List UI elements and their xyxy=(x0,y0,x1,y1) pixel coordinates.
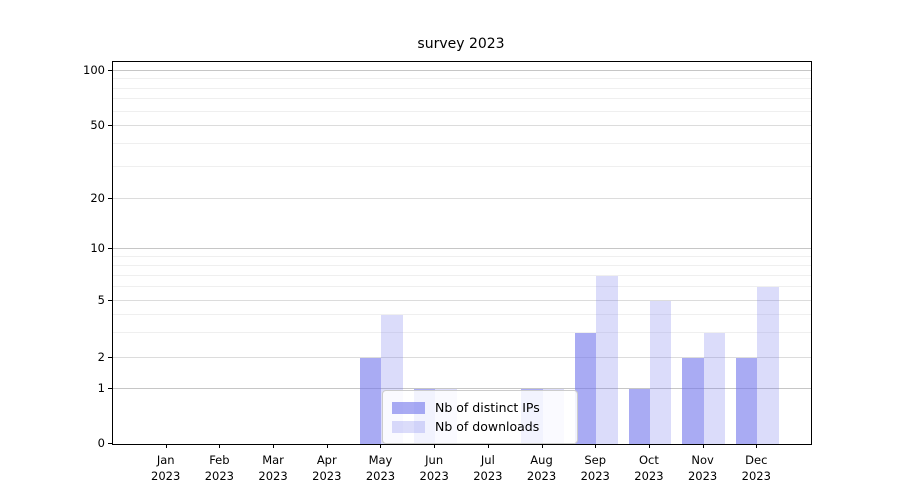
gridline-y-70 xyxy=(113,98,811,100)
xtick-mark-may xyxy=(380,444,382,448)
xtick-label-jun: Jun 2023 xyxy=(419,453,449,483)
legend: Nb of distinct IPs Nb of downloads xyxy=(382,390,578,444)
gridline-y-8 xyxy=(113,264,811,266)
ytick-mark-100 xyxy=(108,70,112,71)
ytick-label-20: 20 xyxy=(90,191,105,205)
bar-downloads-oct xyxy=(649,301,672,444)
gridline-y-30 xyxy=(113,165,811,167)
xtick-label-jan: Jan 2023 xyxy=(151,453,181,483)
gridline-y-2 xyxy=(113,357,811,358)
gridline-y-20 xyxy=(113,198,811,199)
gridline-y-10 xyxy=(113,248,811,249)
bar-distinct-ips-oct xyxy=(628,389,650,444)
ytick-mark-50 xyxy=(108,125,112,126)
xtick-mark-mar xyxy=(273,444,275,448)
ytick-label-100: 100 xyxy=(83,63,105,77)
xtick-mark-dec xyxy=(756,444,758,448)
ytick-label-0: 0 xyxy=(97,436,105,450)
xtick-label-nov: Nov 2023 xyxy=(687,453,718,483)
ytick-label-50: 50 xyxy=(90,118,105,132)
legend-row-downloads: Nb of downloads xyxy=(392,417,567,436)
bar-distinct-ips-nov xyxy=(682,358,704,444)
bar-distinct-ips-may xyxy=(360,358,382,444)
legend-label-distinct-ips: Nb of distinct IPs xyxy=(435,400,540,415)
ytick-label-10: 10 xyxy=(90,241,105,255)
xtick-mark-jul xyxy=(487,444,489,448)
bar-distinct-ips-dec xyxy=(735,358,758,444)
gridline-y-60 xyxy=(113,110,811,112)
legend-row-distinct-ips: Nb of distinct IPs xyxy=(392,398,567,417)
xtick-label-sep: Sep 2023 xyxy=(580,453,610,483)
xtick-mark-jun xyxy=(434,444,436,448)
bar-downloads-dec xyxy=(757,287,779,444)
xtick-mark-nov xyxy=(702,444,704,448)
legend-swatch-downloads xyxy=(392,420,425,433)
legend-swatch-distinct-ips xyxy=(392,401,425,414)
xtick-label-jul: Jul 2023 xyxy=(473,453,503,483)
bar-downloads-nov xyxy=(703,332,725,444)
chart-title: survey 2023 xyxy=(417,36,505,52)
bar-distinct-ips-sep xyxy=(574,332,597,444)
xtick-label-mar: Mar 2023 xyxy=(258,453,288,483)
xtick-mark-oct xyxy=(648,444,650,448)
ytick-label-5: 5 xyxy=(97,293,105,307)
gridline-y-4 xyxy=(113,313,811,315)
gridline-y-90 xyxy=(113,78,811,80)
ytick-mark-0 xyxy=(108,443,112,444)
xtick-label-oct: Oct 2023 xyxy=(634,453,664,483)
gridline-y-80 xyxy=(113,87,811,89)
bar-downloads-sep xyxy=(596,275,618,444)
gridline-y-5 xyxy=(113,300,811,301)
xtick-label-aug: Aug 2023 xyxy=(526,453,557,483)
xtick-mark-feb xyxy=(219,444,221,448)
gridline-y-40 xyxy=(113,142,811,144)
xtick-mark-jan xyxy=(165,444,167,448)
xtick-label-dec: Dec 2023 xyxy=(741,453,771,483)
xtick-mark-sep xyxy=(595,444,597,448)
ytick-mark-1 xyxy=(108,388,112,389)
gridline-y-3 xyxy=(113,331,811,333)
gridline-y-100 xyxy=(113,70,811,71)
gridline-y-50 xyxy=(113,125,811,126)
xtick-label-feb: Feb 2023 xyxy=(204,453,235,483)
gridline-y-7 xyxy=(113,274,811,276)
xtick-label-apr: Apr 2023 xyxy=(312,453,342,483)
ytick-label-2: 2 xyxy=(97,350,105,364)
legend-label-downloads: Nb of downloads xyxy=(435,419,540,434)
xtick-mark-apr xyxy=(326,444,328,448)
gridline-y-1 xyxy=(113,388,811,389)
ytick-mark-2 xyxy=(108,357,112,358)
ytick-mark-5 xyxy=(108,300,112,301)
xtick-mark-aug xyxy=(541,444,543,448)
xtick-label-may: May 2023 xyxy=(365,453,396,483)
ytick-label-1: 1 xyxy=(97,381,105,395)
ytick-mark-10 xyxy=(108,248,112,249)
ytick-mark-20 xyxy=(108,198,112,199)
plot-area: Nb of distinct IPs Nb of downloads xyxy=(112,61,812,445)
gridline-y-9 xyxy=(113,255,811,257)
gridline-y-6 xyxy=(113,286,811,288)
